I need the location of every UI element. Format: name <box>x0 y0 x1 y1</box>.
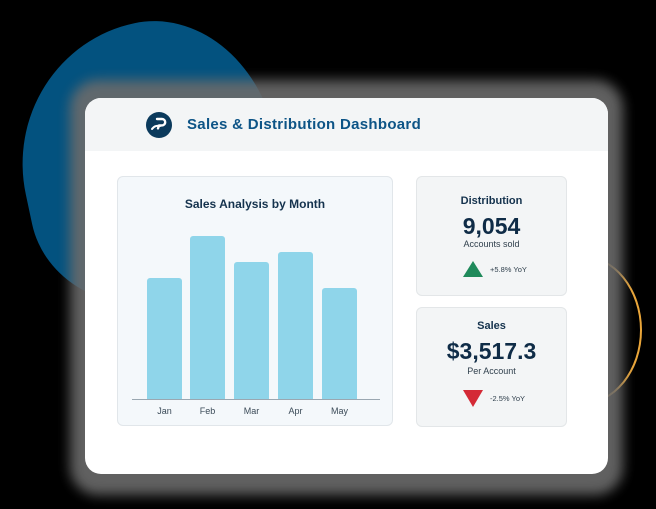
x-label: May <box>330 406 348 416</box>
bar-may[interactable] <box>322 288 357 399</box>
trend-text: +5.8% YoY <box>490 264 527 274</box>
sales-stat-card: Sales $3,517.3 Per Account -2.5% YoY <box>416 307 567 427</box>
trend-indicator: +5.8% YoY <box>463 261 527 277</box>
stat-label: Sales <box>477 320 506 332</box>
bar-mar[interactable] <box>234 262 269 399</box>
stat-subtitle: Per Account <box>467 366 516 376</box>
x-label: Jan <box>157 406 172 416</box>
chart-title: Sales Analysis by Month <box>184 197 326 211</box>
trend-text: -2.5% YoY <box>490 394 526 403</box>
sales-chart-panel: Sales Analysis by Month Jan Feb Mar Apr … <box>117 176 393 426</box>
stat-value: $3,517.3 <box>446 338 537 364</box>
x-label: Mar <box>243 406 260 416</box>
triangle-up-icon <box>463 261 483 277</box>
bar-jan[interactable] <box>147 278 182 399</box>
distribution-stat-card: Distribution 9,054 Accounts sold +5.8% Y… <box>416 176 567 296</box>
triangle-down-icon <box>463 390 483 407</box>
x-axis-line <box>132 399 380 400</box>
dashboard-card: Sales & Distribution Dashboard Sales Ana… <box>85 98 608 474</box>
page-title: Sales & Distribution Dashboard <box>187 116 422 133</box>
bar-feb[interactable] <box>190 236 225 399</box>
bar-area <box>132 207 380 399</box>
stat-subtitle: Accounts sold <box>463 239 520 249</box>
stat-value: 9,054 <box>462 213 521 239</box>
stat-label: Distribution <box>460 195 523 207</box>
dashboard-header: Sales & Distribution Dashboard <box>85 98 608 151</box>
trend-indicator: -2.5% YoY <box>463 390 525 407</box>
x-label: Feb <box>199 406 216 416</box>
rocket-p-logo-icon <box>146 111 172 138</box>
bar-apr[interactable] <box>278 252 313 399</box>
x-label: Apr <box>288 406 303 416</box>
